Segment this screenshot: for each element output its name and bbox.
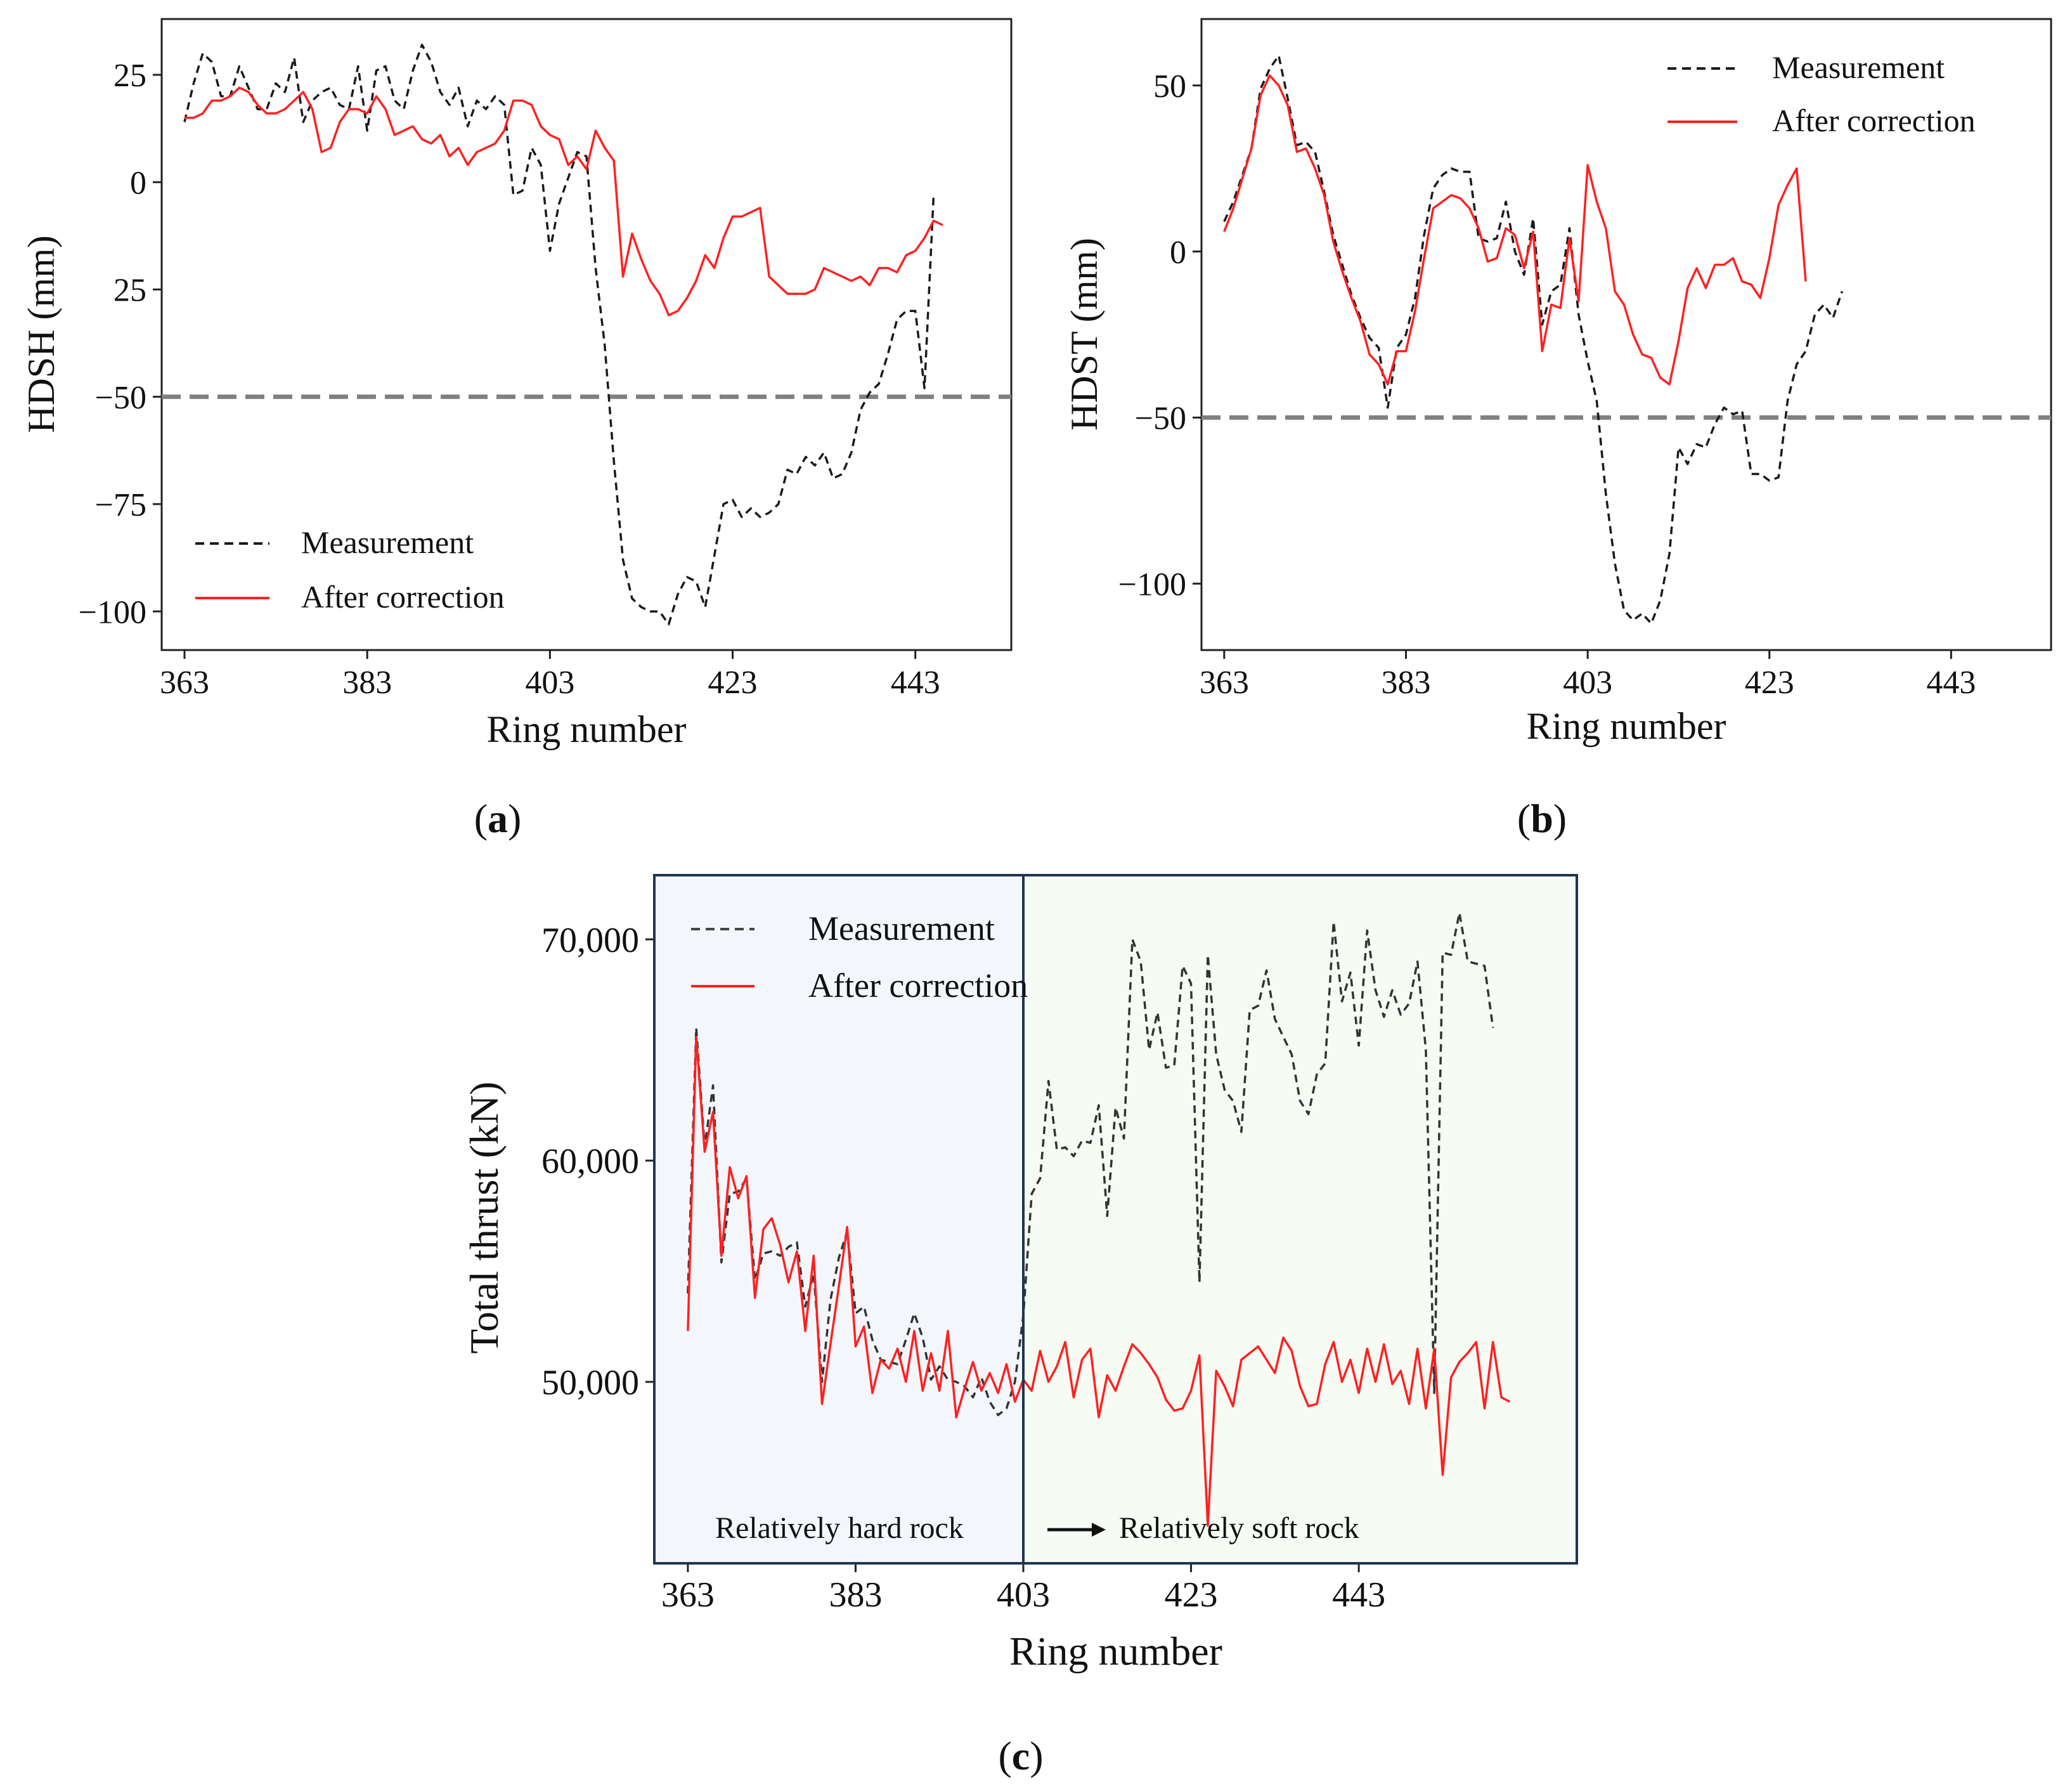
- panel-b-y-axis-label: HDST (mm): [1063, 238, 1105, 431]
- correction-series-line: [1223, 74, 1807, 386]
- panel-c-thrust-chart: 363 383 403 423 443 70,000 60,000 50,000 Measur…: [462, 874, 1578, 1778]
- legend-correction-label: After correction: [301, 579, 505, 615]
- panel-a-x-axis-label: Ring number: [487, 708, 687, 750]
- legend-correction-label: After correction: [1772, 103, 1976, 138]
- y-tick-label: 60,000: [541, 1142, 639, 1182]
- panel-a-y-axis-label: HDSH (mm): [20, 235, 62, 433]
- x-tick-label: 383: [829, 1575, 882, 1615]
- measurement-series-line: [183, 43, 935, 626]
- panel-a-legend: Measurement After correction: [195, 524, 505, 615]
- x-tick-label: 403: [525, 665, 574, 701]
- y-tick-label: 0: [1170, 235, 1186, 271]
- panel-a-plot-frame: [160, 18, 1013, 651]
- panel-c-plot-frame: [653, 874, 1578, 1565]
- panel-b-legend: Measurement After correction: [1667, 49, 1976, 138]
- x-tick-label: 403: [1563, 665, 1612, 701]
- panel-c-x-axis-label: Ring number: [1009, 1629, 1222, 1674]
- y-tick-label: −50: [95, 380, 146, 416]
- y-tick-label: 0: [130, 165, 146, 201]
- x-tick-label: 443: [1332, 1575, 1385, 1615]
- y-tick-label: 25: [113, 58, 146, 94]
- panel-a-hdsh-chart: 363 383 403 423 443 25 0 25 −50 −75 −100 Measureme…: [20, 18, 1013, 841]
- y-tick-label: −100: [1118, 566, 1186, 602]
- y-tick-label: −100: [79, 594, 146, 630]
- y-tick-label: 50,000: [541, 1364, 639, 1403]
- panel-b-plot-area: 363 383 403 423 443 50 0 −50 −100: [1118, 54, 2051, 701]
- x-tick-label: 423: [1165, 1575, 1218, 1615]
- panel-b-caption: (b): [1517, 796, 1567, 841]
- x-tick-label: 443: [1926, 665, 1976, 701]
- panel-c-legend: Measurement After correction: [691, 909, 1028, 1005]
- panel-b-plot-frame: [1200, 18, 2052, 651]
- y-tick-label: 70,000: [541, 921, 639, 960]
- y-tick-label: 50: [1153, 68, 1186, 105]
- panel-c-plot-area: 363 383 403 423 443 70,000 60,000 50,000: [541, 911, 1511, 1615]
- hard-rock-label: Relatively hard rock: [715, 1511, 964, 1545]
- measurement-series-line: [1223, 54, 1844, 625]
- legend-measurement-label: Measurement: [301, 524, 474, 560]
- x-tick-label: 383: [342, 665, 392, 701]
- x-tick-label: 423: [708, 665, 758, 701]
- x-tick-label: 363: [1200, 665, 1249, 701]
- panel-b-x-axis-label: Ring number: [1527, 705, 1726, 747]
- x-tick-label: 443: [891, 665, 940, 701]
- series-group: [1201, 54, 2051, 625]
- x-tick-label: 423: [1745, 665, 1794, 701]
- panel-b-hdst-chart: 363 383 403 423 443 50 0 −50 −100 Measurement Af…: [1063, 18, 2052, 841]
- panel-c-caption: (c): [998, 1733, 1043, 1778]
- soft-rock-label: Relatively soft rock: [1119, 1511, 1359, 1545]
- hard-rock-region: [654, 875, 1023, 1563]
- panel-a-caption: (a): [474, 796, 522, 841]
- panel-c-y-axis-label: Total thrust (kN): [462, 1081, 507, 1353]
- panel-a-plot-area: 363 383 403 423 443 25 0 25 −50 −75 −100: [79, 43, 1011, 701]
- x-tick-label: 363: [160, 665, 209, 701]
- y-tick-label: 25: [113, 273, 146, 309]
- x-tick-label: 363: [661, 1575, 715, 1615]
- legend-measurement-label: Measurement: [1772, 49, 1945, 85]
- soft-rock-region: [1023, 875, 1577, 1563]
- x-tick-label: 403: [997, 1575, 1050, 1615]
- legend-correction-label: After correction: [808, 967, 1028, 1005]
- correction-series-line: [185, 86, 943, 316]
- y-tick-label: −50: [1135, 401, 1186, 437]
- series-group: [687, 911, 1511, 1527]
- series-group: [162, 43, 1011, 626]
- y-tick-label: −75: [95, 487, 146, 523]
- legend-measurement-label: Measurement: [808, 909, 995, 947]
- x-tick-label: 383: [1381, 665, 1430, 701]
- right-arrow-icon: [1047, 1523, 1106, 1537]
- measurement-series-line: [687, 911, 1494, 1417]
- correction-series-line: [687, 1035, 1511, 1527]
